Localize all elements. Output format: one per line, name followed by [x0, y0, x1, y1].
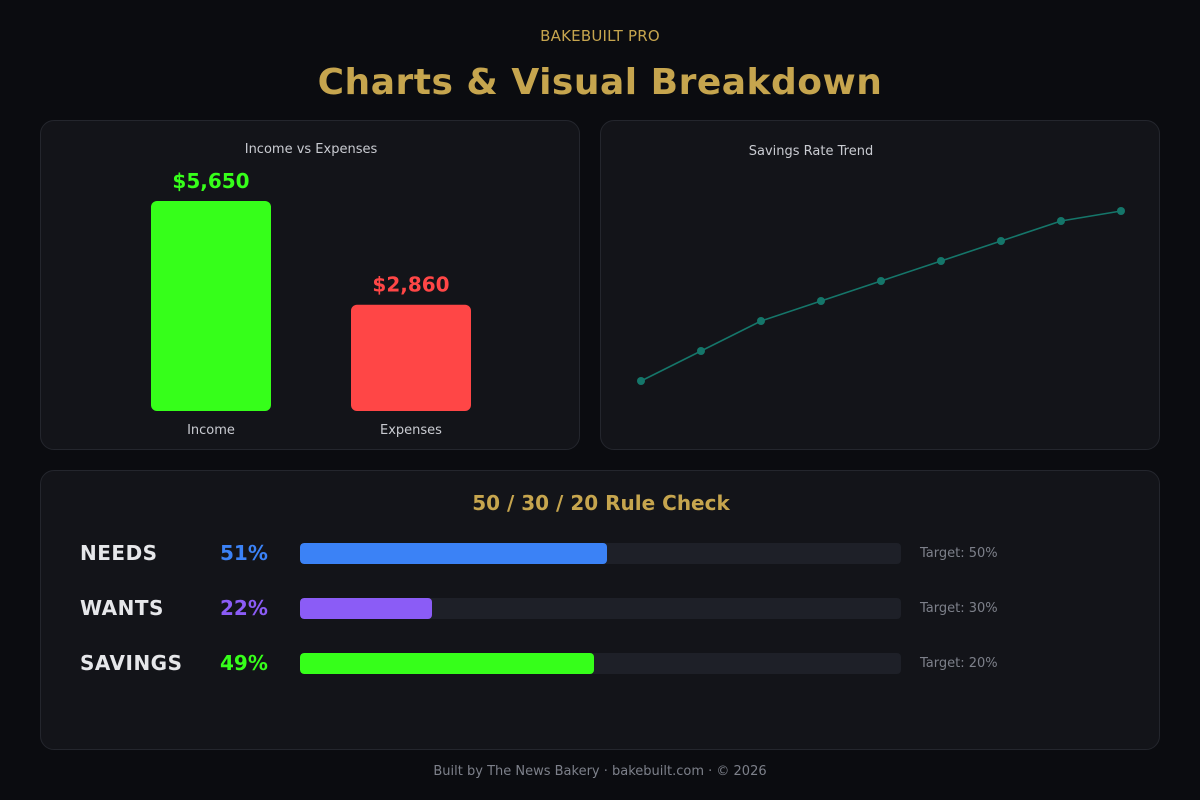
progress-track-savings — [300, 653, 901, 674]
savings-trend-point — [817, 297, 825, 305]
savings-trend-point — [1057, 217, 1065, 225]
savings-trend-point — [757, 317, 765, 325]
rule-percent-wants: 22% — [220, 596, 268, 620]
savings-trend-title: Savings Rate Trend — [748, 144, 874, 159]
rule-check-title: 50 / 30 / 20 Rule Check — [472, 491, 730, 515]
rule-percent-needs: 51% — [220, 541, 268, 565]
savings-trend-point — [697, 347, 705, 355]
income-expenses-title: Income vs Expenses — [244, 142, 378, 157]
bar-income-group: $5,650 Income — [151, 169, 271, 438]
brand-label: BAKEBUILT PRO — [540, 27, 660, 45]
savings-trend-point — [877, 277, 885, 285]
income-expenses-panel: Income vs Expenses $5,650 Income $2,860 … — [40, 120, 580, 450]
bar-income-value: $5,650 — [172, 169, 249, 193]
rule-row-needs: NEEDS 51% Target: 50% — [41, 541, 1161, 565]
savings-trend-panel: Savings Rate Trend — [600, 120, 1160, 450]
savings-trend-point — [937, 257, 945, 265]
progress-fill-wants — [300, 598, 433, 619]
savings-trend-point — [997, 237, 1005, 245]
bar-expenses-value: $2,860 — [372, 273, 449, 297]
income-expenses-chart: $5,650 Income $2,860 Expenses — [151, 169, 471, 438]
rule-target-needs: Target: 50% — [920, 546, 998, 561]
progress-track-needs — [300, 543, 901, 564]
rule-row-savings: SAVINGS 49% Target: 20% — [41, 651, 1161, 675]
rule-label-wants: WANTS — [80, 596, 164, 620]
savings-trend-line — [640, 210, 1122, 382]
page-title: Charts & Visual Breakdown — [317, 62, 883, 103]
progress-track-wants — [300, 598, 901, 619]
footer-text: Built by The News Bakery · bakebuilt.com… — [433, 764, 767, 779]
rule-target-wants: Target: 30% — [920, 601, 998, 616]
progress-fill-savings — [300, 653, 595, 674]
rule-label-savings: SAVINGS — [80, 651, 183, 675]
rule-percent-savings: 49% — [220, 651, 268, 675]
rule-row-wants: WANTS 22% Target: 30% — [41, 596, 1161, 620]
bar-income-label: Income — [187, 423, 235, 438]
bar-expenses — [351, 304, 471, 411]
bar-expenses-label: Expenses — [380, 423, 442, 438]
rule-target-savings: Target: 20% — [920, 656, 998, 671]
rule-check-panel: 50 / 30 / 20 Rule Check NEEDS 51% Target… — [40, 470, 1160, 750]
bar-income — [151, 201, 271, 411]
rule-label-needs: NEEDS — [80, 541, 158, 565]
bar-expenses-group: $2,860 Expenses — [351, 273, 471, 438]
savings-trend-chart — [637, 207, 1125, 385]
progress-fill-needs — [300, 543, 607, 564]
savings-trend-point — [1117, 207, 1125, 215]
savings-trend-point — [637, 377, 645, 385]
